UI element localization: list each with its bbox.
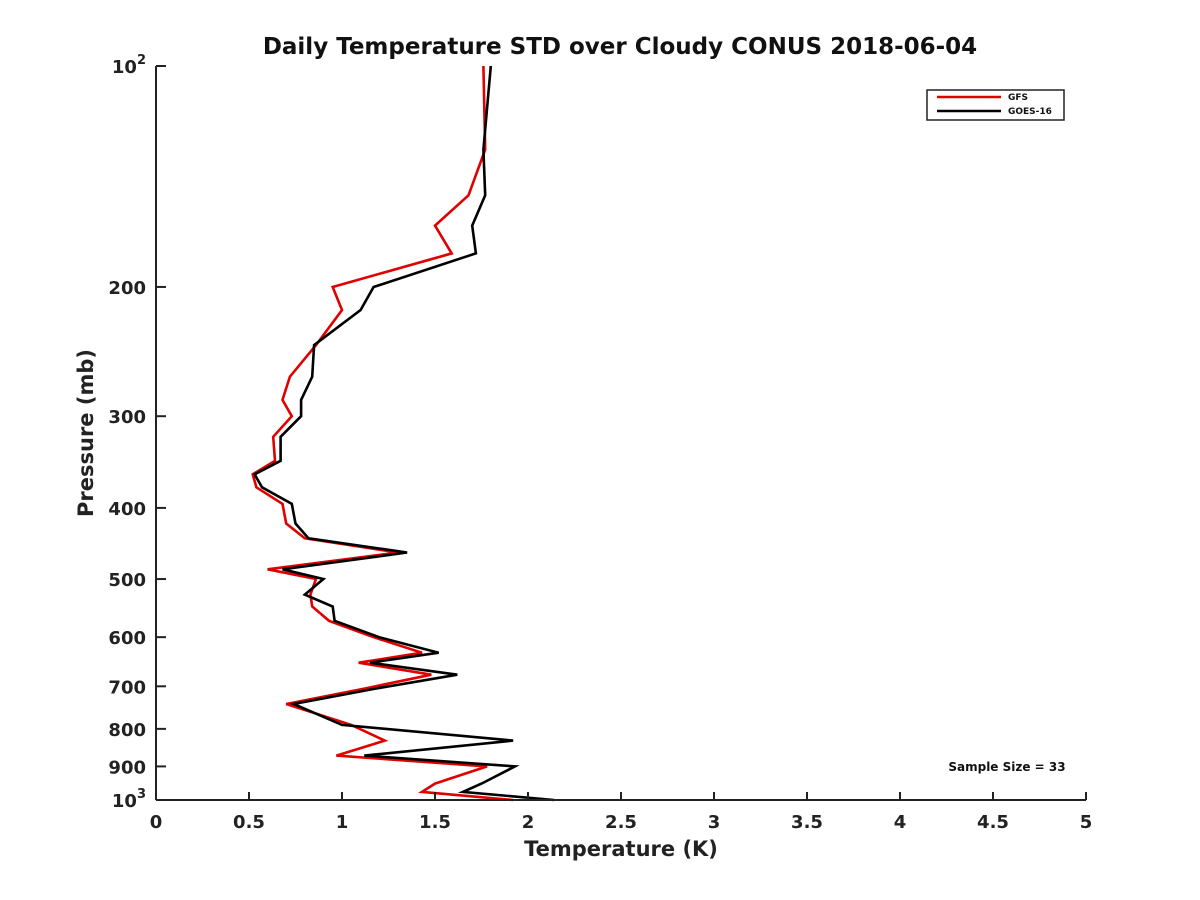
y-tick-label: 102 — [112, 53, 146, 78]
legend-label-goes-16: GOES-16 — [1008, 107, 1052, 117]
y-tick-label: 600 — [108, 628, 146, 649]
y-tick-label: 700 — [108, 677, 146, 698]
x-tick-label: 5 — [1080, 812, 1093, 833]
x-tick-label: 4.5 — [977, 812, 1009, 833]
x-tick-label: 3.5 — [791, 812, 823, 833]
x-tick-label: 0.5 — [233, 812, 265, 833]
x-tick-label: 1.5 — [419, 812, 451, 833]
series-line-goes-16 — [252, 65, 555, 802]
x-axis-ticks: 0 0.5 1 1.5 2 2.5 3 3.5 4 4.5 5 — [150, 792, 1093, 833]
legend-label-gfs: GFS — [1008, 93, 1028, 103]
y-tick-label: 900 — [108, 757, 146, 778]
x-tick-label: 1 — [336, 812, 349, 833]
y-tick-label: 400 — [108, 499, 146, 520]
x-tick-label: 2 — [522, 812, 535, 833]
x-tick-label: 2.5 — [605, 812, 637, 833]
y-tick-label: 200 — [108, 278, 146, 299]
x-tick-label: 4 — [894, 812, 907, 833]
y-tick-label: 300 — [108, 407, 146, 428]
series-line-gfs — [251, 65, 514, 802]
y-axis-ticks: 102 200 300 400 500 600 700 800 900 103 — [108, 53, 166, 812]
y-axis-label: Pressure (mb) — [74, 349, 98, 517]
chart-title: Daily Temperature STD over Cloudy CONUS … — [263, 34, 977, 60]
y-tick-label: 500 — [108, 570, 146, 591]
plot-area — [251, 65, 555, 802]
legend: GFS GOES-16 — [926, 89, 1065, 121]
y-tick-label: 800 — [108, 720, 146, 741]
legend-box — [926, 89, 1065, 121]
sample-size-annotation: Sample Size = 33 — [948, 760, 1065, 774]
x-tick-label: 3 — [708, 812, 721, 833]
y-tick-label: 103 — [112, 787, 146, 812]
x-axis-label: Temperature (K) — [524, 837, 718, 861]
x-tick-label: 0 — [150, 812, 163, 833]
